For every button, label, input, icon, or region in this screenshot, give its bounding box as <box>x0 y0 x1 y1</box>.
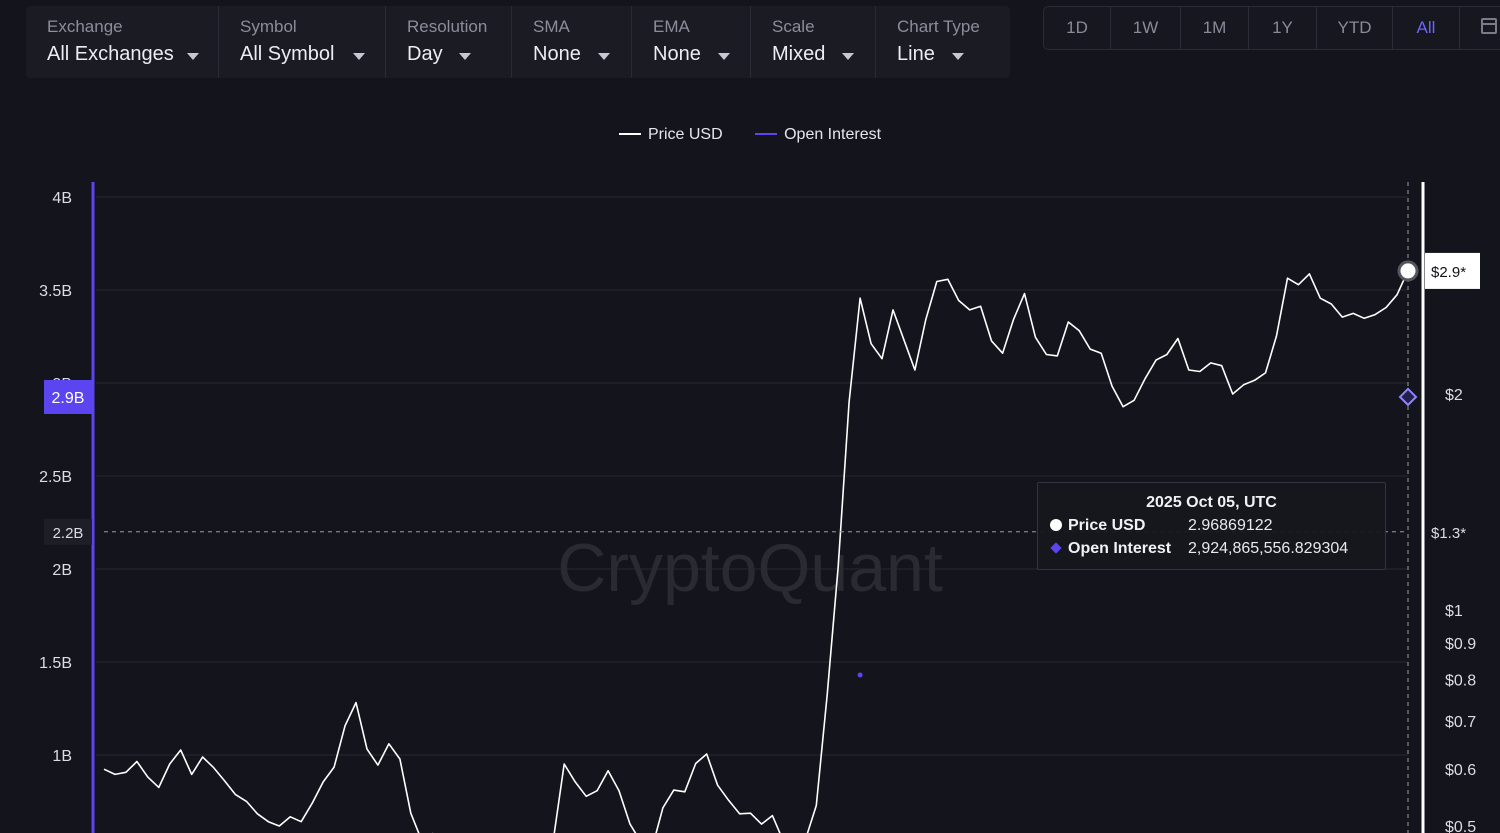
symbol-select[interactable]: Symbol All Symbol <box>219 6 386 78</box>
open-interest-badge-label: 2.9B <box>52 390 85 407</box>
left-tick-label: 3.5B <box>39 283 72 300</box>
tooltip-oi-value: 2,924,865,556.829304 <box>1188 540 1349 557</box>
right-tick-label: $0.6 <box>1445 762 1476 779</box>
symbol-label: Symbol <box>240 17 297 36</box>
resolution-value: Day <box>407 43 443 65</box>
sma-label: SMA <box>533 17 570 36</box>
right-tick-label: $2 <box>1445 387 1463 404</box>
price-marker <box>1397 260 1419 282</box>
legend-item-price[interactable]: Price USD <box>618 126 723 144</box>
left-tick-label: 1.5B <box>39 655 72 672</box>
price-dot-icon <box>1050 519 1062 531</box>
tooltip-row-open-interest: Open Interest 2,924,865,556.829304 <box>1050 540 1348 558</box>
symbol-value: All Symbol <box>240 43 335 65</box>
tooltip-date: 2025 Oct 05, UTC <box>1146 494 1277 511</box>
tooltip-price-value: 2.96869122 <box>1188 517 1273 534</box>
right-tick-label: $0.7 <box>1445 714 1476 731</box>
exchange-select[interactable]: Exchange All Exchanges <box>26 6 219 78</box>
filter-toolbar: Exchange All Exchanges Symbol All Symbol… <box>26 6 1010 78</box>
legend-price-label: Price USD <box>647 126 723 143</box>
range-all-button[interactable]: All <box>1393 7 1460 49</box>
resolution-select[interactable]: Resolution Day <box>386 6 512 78</box>
tooltip-oi-name: Open Interest <box>1068 540 1172 557</box>
watermark-logo: CryptoQuant <box>557 530 943 606</box>
crosshair-right-label: $1.3* <box>1431 525 1466 542</box>
right-tick-label: $0.9 <box>1445 636 1476 653</box>
sma-select[interactable]: SMA None <box>512 6 632 78</box>
right-tick-label: $0.5 <box>1445 819 1476 833</box>
chevron-down-icon <box>353 53 365 60</box>
left-tick-label: 2.5B <box>39 469 72 486</box>
left-tick-label: 2B <box>52 562 72 579</box>
price-badge <box>1425 252 1480 289</box>
tooltip-price-name: Price USD <box>1068 517 1146 534</box>
chevron-down-icon <box>718 53 730 60</box>
range-1d-button[interactable]: 1D <box>1044 7 1111 49</box>
chevron-down-icon <box>598 53 610 60</box>
crosshair-left-label: 2.2B <box>53 525 84 542</box>
crosshair-left-label-bg <box>44 518 92 545</box>
open-interest-diamond-icon <box>1050 542 1062 554</box>
chevron-down-icon <box>187 53 199 60</box>
right-tick-label: $0.8 <box>1445 673 1476 690</box>
time-range-selector: 1D 1W 1M 1Y YTD All <box>1043 6 1500 50</box>
legend-item-open-interest[interactable]: Open Interest <box>755 126 881 144</box>
legend-price-swatch <box>618 132 641 135</box>
scale-value: Mixed <box>772 43 826 65</box>
open-interest-badge <box>44 379 93 414</box>
chart-legend: Price USD Open Interest <box>0 126 1500 144</box>
right-tick-label: $1 <box>1445 603 1463 620</box>
ema-value: None <box>653 43 701 65</box>
exchange-label: Exchange <box>47 17 123 36</box>
chart-type-label: Chart Type <box>897 17 980 36</box>
open-interest-marker <box>1398 387 1418 407</box>
range-1m-button[interactable]: 1M <box>1181 7 1249 49</box>
chevron-down-icon <box>952 53 964 60</box>
open-interest-point <box>857 672 863 678</box>
range-1w-button[interactable]: 1W <box>1111 7 1181 49</box>
chevron-down-icon <box>842 53 854 60</box>
tooltip-row-price: Price USD 2.96869122 <box>1050 517 1273 535</box>
range-ytd-button[interactable]: YTD <box>1317 7 1393 49</box>
exchange-value: All Exchanges <box>47 43 174 65</box>
left-tick-label: 4B <box>52 190 72 207</box>
resolution-label: Resolution <box>407 17 488 36</box>
chart-type-select[interactable]: Chart Type Line <box>876 6 1010 78</box>
crosshair-tooltip: 2025 Oct 05, UTC Price USD 2.96869122 Op… <box>1037 482 1386 570</box>
scale-select[interactable]: Scale Mixed <box>751 6 876 78</box>
price-usd-line <box>103 270 1409 833</box>
legend-oi-label: Open Interest <box>784 126 882 143</box>
ema-select[interactable]: EMA None <box>632 6 751 78</box>
scale-label: Scale <box>772 17 815 36</box>
chart-type-value: Line <box>897 43 935 65</box>
chevron-down-icon <box>459 53 471 60</box>
sma-value: None <box>533 43 581 65</box>
left-tick-label: 1B <box>52 748 72 765</box>
ema-label: EMA <box>653 17 690 36</box>
legend-oi-swatch <box>755 132 778 135</box>
price-badge-label: $2.9* <box>1431 264 1466 281</box>
calendar-icon[interactable] <box>1481 18 1497 34</box>
range-1y-button[interactable]: 1Y <box>1249 7 1317 49</box>
